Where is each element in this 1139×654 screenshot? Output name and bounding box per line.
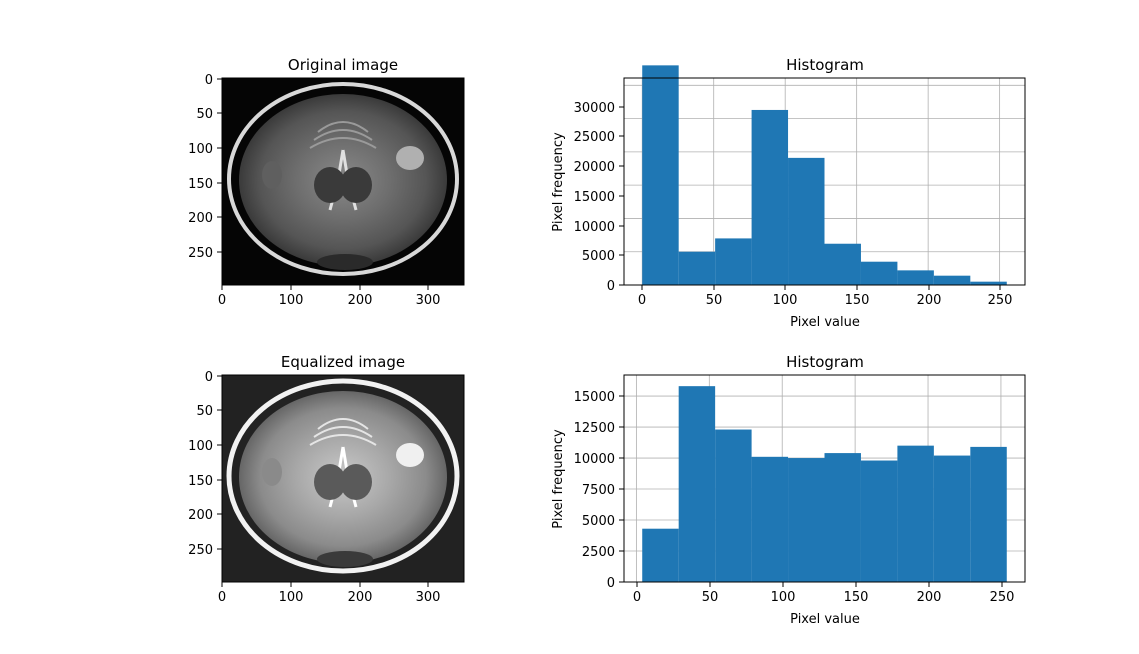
panel-histogram-original: Histogram 0 50 100 150 200 250 0 (551, 56, 1025, 330)
histogram-bar (642, 65, 678, 285)
histogram-bar (825, 453, 861, 582)
y-tick-label: 100 (188, 439, 213, 454)
x-tick-label: 250 (988, 293, 1013, 308)
bars (642, 386, 1007, 582)
x-tick-label: 150 (845, 293, 870, 308)
y-tick-label: 200 (188, 211, 213, 226)
histogram-bar (788, 458, 824, 582)
x-axis-ticks: 0 100 200 300 (218, 582, 441, 605)
x-tick-label: 50 (706, 293, 723, 308)
histogram-bar (897, 446, 933, 582)
chart-title: Original image (288, 56, 398, 74)
chart-title: Histogram (786, 353, 864, 371)
x-axis-label: Pixel value (790, 612, 860, 627)
y-axis-ticks: 0 50 100 150 200 250 (188, 73, 222, 261)
x-tick-label: 200 (917, 590, 942, 605)
x-tick-label: 0 (218, 293, 226, 308)
x-tick-label: 300 (416, 293, 441, 308)
x-tick-label: 50 (702, 590, 719, 605)
x-tick-label: 100 (279, 293, 304, 308)
y-tick-label: 150 (188, 474, 213, 489)
panel-equalized-image: Equalized image 0 100 200 300 (188, 353, 464, 605)
x-tick-label: 300 (416, 590, 441, 605)
mri-image-original (222, 78, 464, 285)
y-axis-ticks: 0 50 100 150 200 250 (188, 370, 222, 558)
x-tick-label: 200 (348, 293, 373, 308)
y-axis-label: Pixel frequency (551, 132, 566, 232)
x-axis-ticks: 0 100 200 300 (218, 285, 441, 308)
histogram-bar (788, 158, 824, 285)
histogram-bar (642, 529, 678, 582)
y-tick-label: 100 (188, 142, 213, 157)
histogram-bar (715, 430, 751, 582)
y-tick-label: 0 (607, 279, 615, 294)
x-tick-label: 200 (917, 293, 942, 308)
y-axis-ticks: 0 5000 10000 15000 20000 25000 30000 (574, 101, 624, 294)
y-tick-label: 5000 (582, 514, 615, 529)
histogram-bar (897, 270, 933, 285)
histogram-bar (752, 110, 788, 285)
y-tick-label: 20000 (574, 160, 615, 175)
histogram-bar (934, 276, 970, 285)
x-tick-label: 0 (638, 293, 646, 308)
histogram-bar (825, 244, 861, 285)
y-tick-label: 10000 (574, 452, 615, 467)
chart-title: Equalized image (281, 353, 405, 371)
histogram-bar (679, 252, 715, 285)
x-tick-label: 0 (218, 590, 226, 605)
y-tick-label: 50 (196, 107, 213, 122)
y-tick-label: 0 (205, 370, 213, 385)
y-tick-label: 15000 (574, 190, 615, 205)
y-tick-label: 150 (188, 177, 213, 192)
x-axis-ticks: 0 50 100 150 200 250 (638, 285, 1013, 308)
x-axis-label: Pixel value (790, 315, 860, 330)
y-tick-label: 5000 (582, 249, 615, 264)
chart-title: Histogram (786, 56, 864, 74)
histogram-bar (715, 238, 751, 285)
y-tick-label: 0 (205, 73, 213, 88)
y-axis-ticks: 0 2500 5000 7500 10000 12500 15000 (574, 390, 624, 591)
x-tick-label: 100 (773, 293, 798, 308)
y-tick-label: 200 (188, 508, 213, 523)
histogram-bar (970, 447, 1006, 582)
x-axis-ticks: 0 50 100 150 200 250 (633, 582, 1015, 605)
x-tick-label: 150 (844, 590, 869, 605)
histogram-bar (679, 386, 715, 582)
y-axis-label: Pixel frequency (551, 429, 566, 529)
panel-histogram-equalized: Histogram 0 50 100 150 200 250 0 (551, 353, 1025, 627)
x-tick-label: 200 (348, 590, 373, 605)
y-tick-label: 15000 (574, 390, 615, 405)
y-tick-label: 7500 (582, 483, 615, 498)
y-tick-label: 50 (196, 404, 213, 419)
histogram-bar (934, 456, 970, 582)
x-tick-label: 250 (990, 590, 1015, 605)
x-tick-label: 100 (771, 590, 796, 605)
y-tick-label: 0 (607, 576, 615, 591)
histogram-bar (861, 461, 897, 582)
y-tick-label: 250 (188, 543, 213, 558)
histogram-bar (861, 262, 897, 285)
mri-image-equalized (222, 375, 464, 582)
y-tick-label: 250 (188, 246, 213, 261)
panel-original-image: Original image 0 100 200 300 (188, 56, 464, 308)
histogram-bar (752, 457, 788, 582)
y-tick-label: 25000 (574, 130, 615, 145)
y-tick-label: 2500 (582, 545, 615, 560)
y-tick-label: 12500 (574, 421, 615, 436)
y-tick-label: 30000 (574, 101, 615, 116)
y-tick-label: 10000 (574, 220, 615, 235)
x-tick-label: 100 (279, 590, 304, 605)
x-tick-label: 0 (633, 590, 641, 605)
